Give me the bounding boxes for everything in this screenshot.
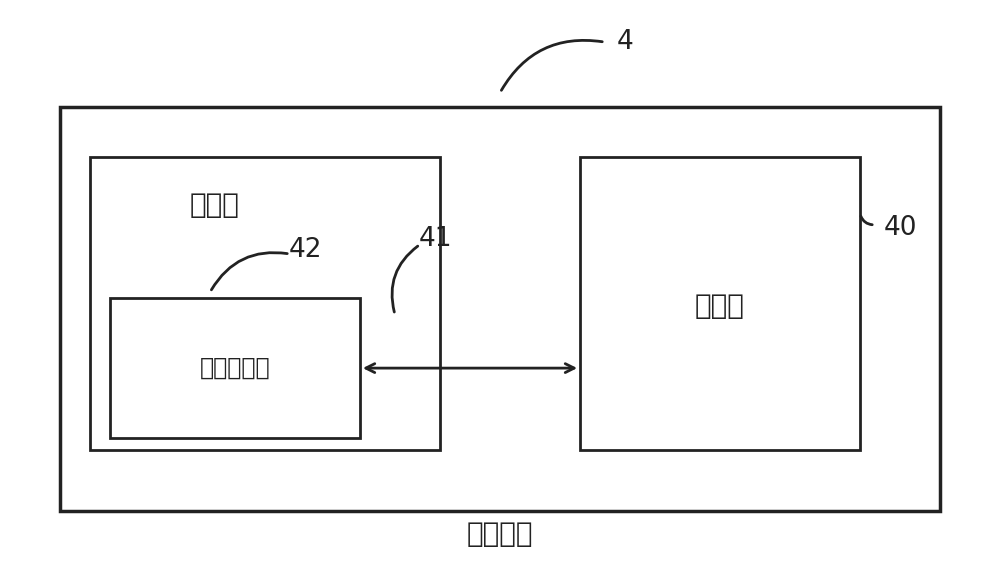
Bar bbox=[110, 298, 360, 438]
Text: 40: 40 bbox=[883, 215, 917, 241]
Bar bbox=[90, 157, 440, 450]
Text: 电子设备: 电子设备 bbox=[467, 520, 533, 548]
Text: 处理器: 处理器 bbox=[695, 292, 745, 320]
Text: 41: 41 bbox=[418, 226, 452, 252]
Bar bbox=[60, 107, 940, 511]
Text: 4: 4 bbox=[617, 29, 633, 55]
Text: 存储器: 存储器 bbox=[190, 191, 240, 219]
Bar bbox=[580, 157, 860, 450]
Text: 计算机程序: 计算机程序 bbox=[200, 356, 270, 380]
Text: 42: 42 bbox=[288, 237, 322, 263]
